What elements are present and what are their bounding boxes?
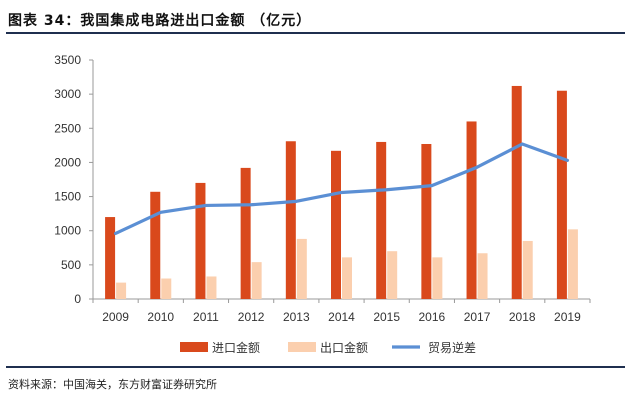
y-tick-label: 2500 — [54, 121, 81, 135]
source-note: 资料来源：中国海关，东方财富证券研究所 — [8, 378, 217, 391]
export-bar — [387, 251, 398, 299]
x-tick-label: 2017 — [464, 310, 491, 324]
export-bar — [161, 278, 172, 299]
y-tick-label: 500 — [61, 258, 81, 272]
y-tick-label: 3500 — [54, 53, 81, 67]
y-tick-label: 1500 — [54, 190, 81, 204]
chart-title: 图表 34：我国集成电路进出口金额 （亿元） — [8, 13, 312, 29]
y-tick-label: 2000 — [54, 155, 81, 169]
import-bar — [556, 90, 567, 299]
export-bar — [567, 229, 578, 299]
import-bar — [421, 143, 432, 299]
import-bar — [331, 150, 341, 299]
trade-deficit-line — [113, 142, 570, 236]
export-bar — [251, 262, 262, 299]
x-tick-label: 2016 — [419, 310, 446, 324]
import-bar — [150, 191, 161, 299]
legend-swatch-import — [180, 342, 208, 352]
legend-label-deficit: 贸易逆差 — [428, 340, 476, 355]
y-tick-label: 3000 — [54, 87, 81, 101]
x-tick-label: 2015 — [373, 310, 400, 324]
export-bar — [432, 257, 443, 299]
import-bar — [240, 167, 251, 299]
x-tick-label: 2018 — [509, 310, 536, 324]
import-bar — [195, 182, 206, 299]
import-bar — [376, 141, 387, 299]
chart-area: 0 500 1000 1500 2000 2500 3000 3500 2009 2010 2011… — [0, 40, 631, 370]
export-bar — [206, 276, 217, 299]
x-tick-label: 2011 — [193, 310, 219, 324]
import-bar — [511, 85, 522, 299]
legend-label-export: 出口金额 — [320, 340, 368, 355]
x-tick-label: 2019 — [554, 310, 581, 324]
bar-line-chart: 0 500 1000 1500 2000 2500 3000 3500 2009 2010 2011… — [54, 53, 591, 355]
x-tick-label: 2012 — [238, 310, 265, 324]
y-tick-label: 0 — [74, 292, 81, 306]
export-bar — [522, 240, 533, 299]
source-bar: 资料来源：中国海关，东方财富证券研究所 — [6, 366, 625, 398]
import-bar — [466, 121, 477, 299]
y-tick-label: 1000 — [54, 224, 81, 238]
x-tick-label: 2014 — [328, 310, 355, 324]
export-bar — [477, 253, 488, 299]
x-tick-label: 2010 — [147, 310, 174, 324]
export-bar — [342, 257, 352, 299]
legend-swatch-export — [288, 342, 316, 352]
import-bar — [285, 141, 296, 299]
x-tick-label: 2009 — [102, 310, 129, 324]
title-bar: 图表 34：我国集成电路进出口金额 （亿元） — [6, 8, 625, 34]
export-bar — [296, 238, 307, 299]
export-bar — [116, 282, 127, 299]
legend-label-import: 进口金额 — [212, 340, 260, 355]
x-tick-label: 2013 — [283, 310, 310, 324]
import-bar — [105, 217, 116, 299]
